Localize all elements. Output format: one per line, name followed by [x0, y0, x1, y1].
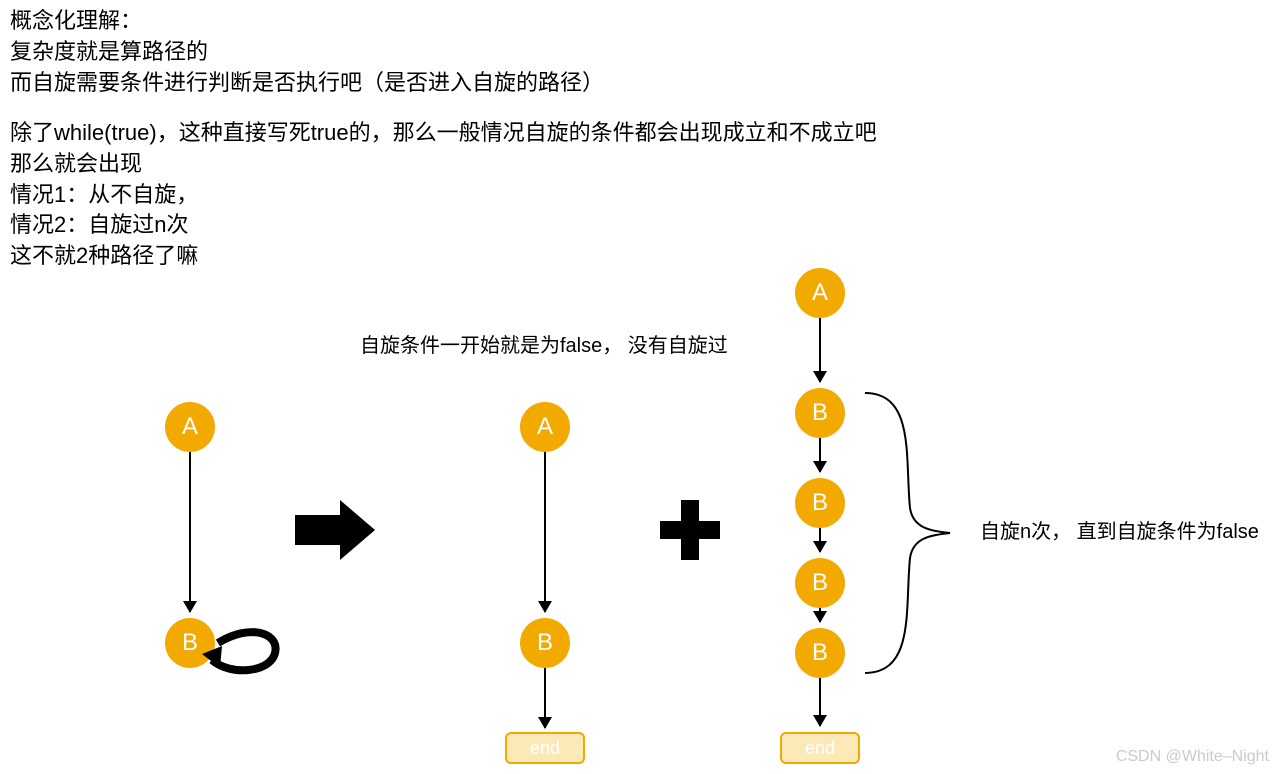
node-left-a: A	[165, 402, 215, 452]
arrow-right-1	[819, 318, 821, 382]
end-box-mid: end	[505, 732, 585, 764]
node-right-b1: B	[795, 388, 845, 438]
end-label: end	[805, 738, 835, 759]
arrow-right-4	[819, 608, 821, 622]
node-right-b4: B	[795, 628, 845, 678]
node-right-a: A	[795, 268, 845, 318]
arrow-right-5	[819, 678, 821, 726]
arrow-right-2	[819, 438, 821, 472]
intro-text: 概念化理解： 复杂度就是算路径的 而自旋需要条件进行判断是否执行吧（是否进入自旋…	[10, 6, 604, 98]
big-right-arrow-icon	[295, 500, 375, 560]
node-mid-b: B	[520, 618, 570, 668]
node-label: B	[812, 399, 828, 427]
node-label: B	[812, 569, 828, 597]
middle-annotation: 自旋条件一开始就是为false， 没有自旋过	[360, 332, 728, 360]
node-right-b3: B	[795, 558, 845, 608]
node-label: B	[812, 639, 828, 667]
loop-arrow-icon	[200, 618, 290, 678]
body-text: 除了while(true)，这种直接写死true的，那么一般情况自旋的条件都会出…	[10, 118, 877, 272]
brace-icon	[855, 388, 975, 678]
node-right-b2: B	[795, 478, 845, 528]
node-label: B	[182, 629, 198, 657]
end-box-right: end	[780, 732, 860, 764]
arrow-right-3	[819, 528, 821, 552]
node-label: A	[812, 279, 828, 307]
watermark-text: CSDN @White–Night	[1116, 748, 1269, 766]
plus-icon	[655, 495, 725, 565]
node-label: A	[182, 413, 198, 441]
arrow-mid-2	[544, 668, 546, 728]
node-label: B	[812, 489, 828, 517]
arrow-left-1	[189, 452, 191, 612]
node-label: A	[537, 413, 553, 441]
right-annotation: 自旋n次， 直到自旋条件为false	[980, 518, 1259, 546]
arrow-mid-1	[544, 452, 546, 612]
node-label: B	[537, 629, 553, 657]
node-mid-a: A	[520, 402, 570, 452]
end-label: end	[530, 738, 560, 759]
